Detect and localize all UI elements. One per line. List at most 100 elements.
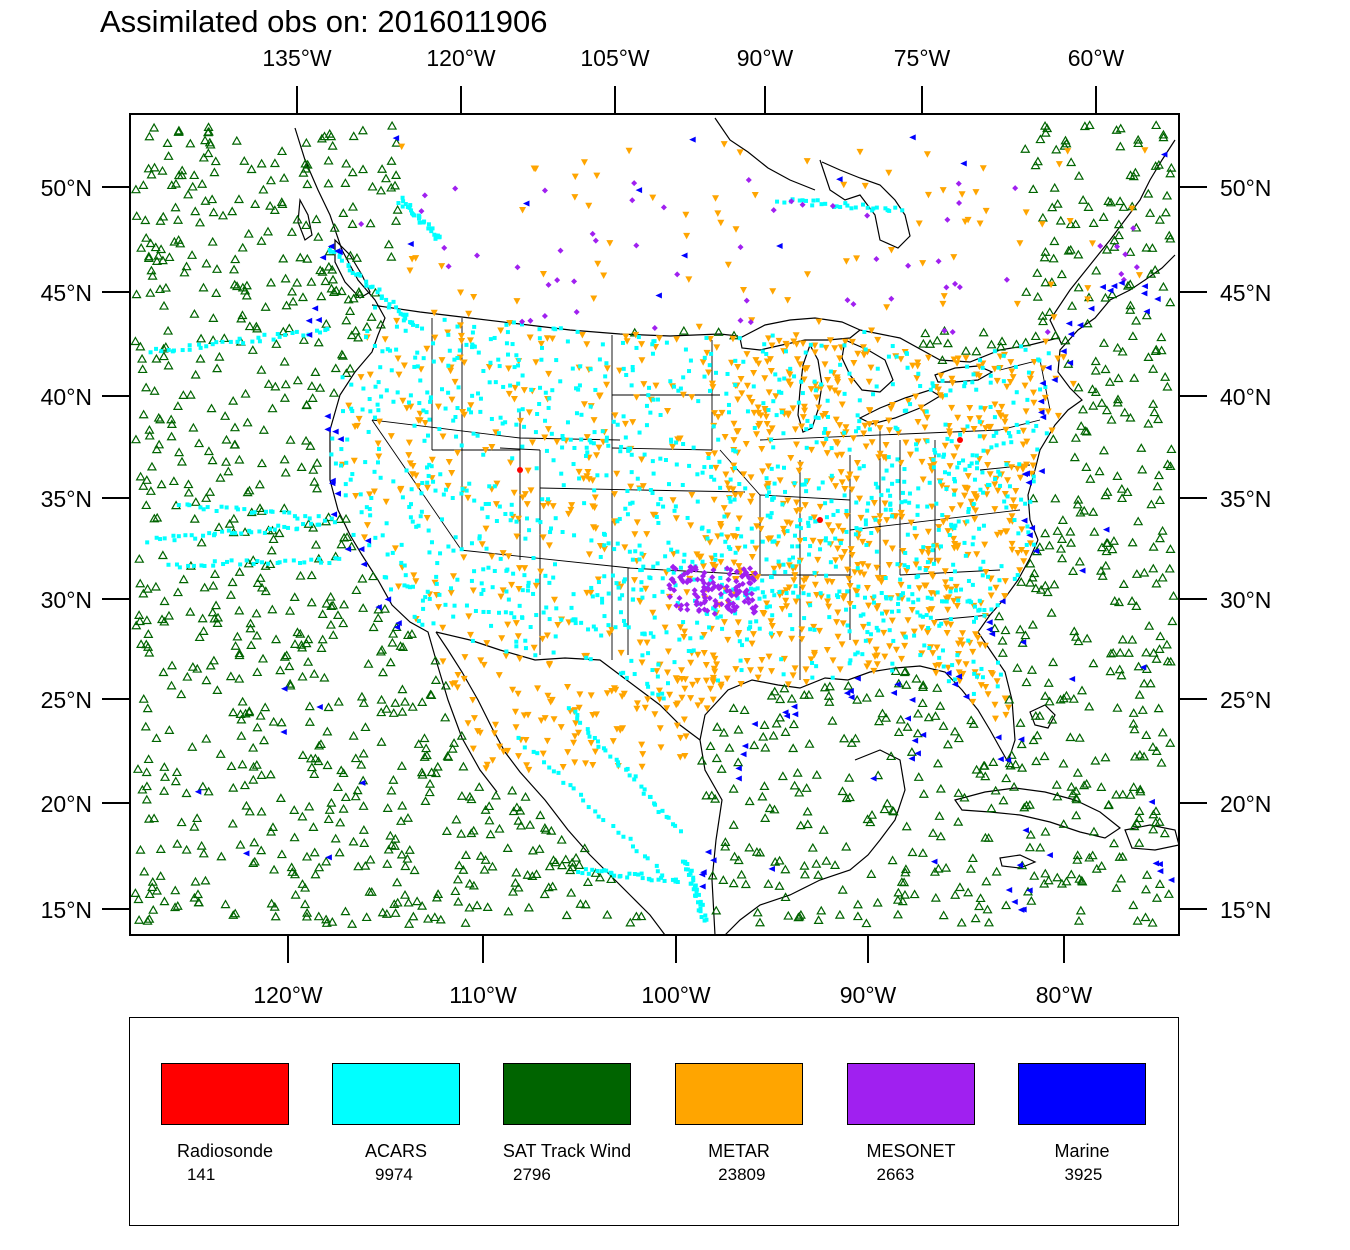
triangle-open-obs-marker (490, 790, 502, 800)
square-obs-marker (907, 491, 912, 496)
triangle-open-obs-marker (1137, 705, 1148, 714)
triangle-down-obs-marker (705, 451, 713, 459)
triangle-down-obs-marker (478, 541, 486, 548)
triangle-down-obs-marker (589, 524, 597, 531)
triangle-open-obs-marker (208, 580, 219, 590)
triangle-down-obs-marker (507, 459, 515, 467)
square-obs-marker (391, 399, 396, 404)
triangle-open-obs-marker (301, 220, 312, 230)
square-obs-marker (351, 532, 356, 537)
square-obs-marker (377, 287, 382, 292)
square-obs-marker (591, 441, 596, 446)
triangle-open-obs-marker (321, 598, 332, 608)
square-obs-marker (559, 617, 564, 622)
square-obs-marker (936, 527, 941, 532)
triangle-open-obs-marker (149, 122, 160, 132)
square-obs-marker (522, 424, 527, 429)
triangle-down-obs-marker (445, 458, 453, 466)
square-obs-marker (989, 607, 994, 612)
triangle-open-obs-marker (799, 860, 810, 870)
lake-huron (841, 339, 894, 393)
square-obs-marker (664, 630, 669, 635)
square-obs-marker (380, 533, 385, 538)
square-obs-marker (408, 515, 413, 520)
square-obs-marker (394, 324, 399, 329)
square-obs-marker (596, 814, 601, 819)
triangle-open-obs-marker (178, 390, 189, 399)
square-obs-marker (680, 482, 685, 487)
square-obs-marker (171, 533, 176, 538)
triangle-down-obs-marker (711, 450, 719, 457)
square-obs-marker (349, 382, 354, 387)
triangle-open-obs-marker (336, 286, 347, 296)
square-obs-marker (619, 444, 624, 449)
triangle-open-obs-marker (1048, 657, 1059, 667)
triangle-open-obs-marker (1139, 751, 1150, 761)
square-obs-marker (636, 335, 641, 340)
diamond-obs-marker (949, 329, 956, 336)
square-obs-marker (838, 362, 843, 367)
triangle-down-obs-marker (709, 696, 717, 704)
square-obs-marker (479, 591, 484, 596)
triangle-open-obs-marker (138, 481, 149, 490)
triangle-open-obs-marker (458, 865, 469, 874)
square-obs-marker (403, 573, 408, 578)
circle-obs-marker (517, 467, 523, 473)
square-obs-marker (940, 513, 945, 518)
triangle-open-obs-marker (1031, 756, 1042, 766)
square-obs-marker (881, 476, 886, 481)
triangle-open-obs-marker (244, 806, 255, 816)
square-obs-marker (472, 324, 477, 329)
triangle-open-obs-marker (228, 395, 239, 405)
triangle-open-obs-marker (380, 173, 392, 183)
triangle-down-obs-marker (946, 431, 954, 438)
triangle-open-obs-marker (301, 638, 312, 648)
square-obs-marker (651, 471, 656, 476)
triangle-open-obs-marker (460, 850, 472, 859)
triangle-down-obs-marker (737, 681, 745, 688)
square-obs-marker (526, 580, 531, 585)
triangle-open-obs-marker (151, 256, 163, 265)
square-obs-marker (187, 503, 192, 508)
triangle-open-obs-marker (1102, 487, 1113, 496)
square-obs-marker (552, 562, 557, 567)
triangle-open-obs-marker (774, 881, 785, 890)
triangle-open-obs-marker (965, 863, 976, 873)
triangle-down-obs-marker (1060, 354, 1068, 361)
diamond-obs-marker (710, 566, 717, 573)
square-obs-marker (914, 447, 919, 452)
diamond-obs-marker (697, 601, 704, 608)
triangle-down-obs-marker (897, 459, 905, 467)
triangle-open-obs-marker (147, 882, 158, 892)
square-obs-marker (615, 519, 620, 524)
triangle-open-obs-marker (351, 585, 362, 595)
triangle-open-obs-marker (953, 733, 964, 743)
triangle-left-obs-marker (1078, 567, 1086, 574)
square-obs-marker (595, 739, 600, 744)
top-lon-label: 135°W (262, 45, 332, 71)
triangle-left-obs-marker (870, 775, 877, 782)
triangle-open-obs-marker (155, 871, 166, 880)
triangle-open-obs-marker (386, 156, 397, 165)
triangle-open-obs-marker (205, 487, 216, 496)
triangle-open-obs-marker (144, 647, 155, 657)
triangle-down-obs-marker (723, 675, 731, 683)
square-obs-marker (803, 537, 808, 542)
triangle-open-obs-marker (895, 714, 906, 724)
square-obs-marker (343, 482, 348, 487)
square-obs-marker (237, 336, 242, 341)
triangle-down-obs-marker (728, 359, 736, 367)
square-obs-marker (760, 539, 765, 544)
triangle-open-obs-marker (754, 917, 766, 927)
square-obs-marker (816, 486, 821, 491)
square-obs-marker (602, 543, 607, 548)
square-obs-marker (459, 443, 464, 448)
triangle-down-obs-marker (962, 355, 970, 362)
square-obs-marker (601, 531, 606, 536)
square-obs-marker (531, 556, 536, 561)
square-obs-marker (858, 527, 863, 532)
triangle-open-obs-marker (1067, 788, 1079, 798)
square-obs-marker (476, 391, 481, 396)
triangle-open-obs-marker (1148, 824, 1159, 834)
square-obs-marker (1023, 501, 1028, 506)
